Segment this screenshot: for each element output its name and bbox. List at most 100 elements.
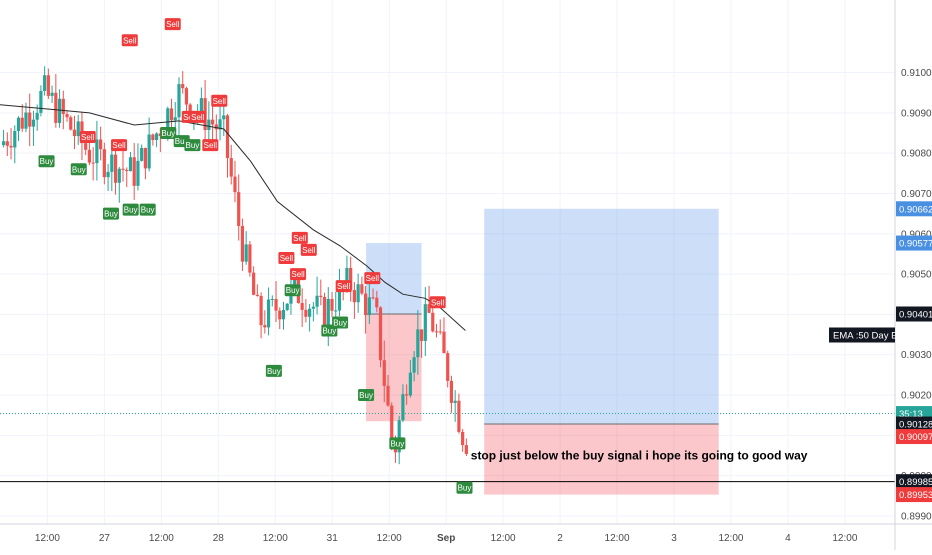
- candle: [266, 287, 271, 336]
- buy-signal: Buy: [284, 284, 301, 297]
- sell-signal: Sell: [300, 243, 317, 256]
- candle: [259, 292, 263, 339]
- candle: [461, 428, 465, 452]
- signal-markers: SellSellSellSellSellSellSellSellBuyBuyBu…: [38, 18, 473, 494]
- candle: [28, 93, 32, 147]
- position-stop-zone[interactable]: [484, 424, 719, 495]
- candle: [177, 77, 181, 137]
- candle: [382, 340, 386, 403]
- sell-signal: Sell: [164, 18, 181, 31]
- time-tick-label: 4: [785, 533, 791, 544]
- candle: [140, 144, 144, 162]
- candle: [375, 290, 379, 313]
- position-target-zone[interactable]: [484, 208, 719, 425]
- sell-signal: Sell: [111, 139, 128, 152]
- candle: [225, 113, 230, 178]
- signal-label: Buy: [175, 137, 189, 146]
- candle: [405, 384, 409, 405]
- candle: [233, 160, 237, 203]
- signal-label: Sell: [366, 274, 380, 283]
- price-badge-label: 0.89985: [899, 477, 932, 488]
- candle: [169, 98, 174, 129]
- price-badge-label: 35:13: [899, 409, 923, 420]
- signal-label: Buy: [286, 286, 300, 295]
- position-stop-zone[interactable]: [366, 313, 422, 422]
- candle: [416, 310, 420, 375]
- price-badge-label: 0.90401: [899, 309, 932, 320]
- sell-signal: Sell: [429, 296, 446, 309]
- price-badge: 0.90401: [896, 306, 932, 322]
- long-position-1[interactable]: [484, 208, 719, 495]
- candlesticks: [1, 66, 468, 465]
- candle: [363, 285, 368, 334]
- time-tick-label: 12:00: [149, 533, 174, 544]
- buy-signal: Buy: [184, 139, 201, 152]
- sell-signal: Sell: [189, 110, 206, 123]
- price-badge: 0.89953: [896, 487, 932, 503]
- sell-signal: Sell: [79, 131, 96, 144]
- sell-signal: Sell: [202, 139, 219, 152]
- signal-label: Sell: [191, 113, 205, 122]
- time-tick-label: 12:00: [377, 533, 402, 544]
- time-tick-label: 12:00: [718, 533, 743, 544]
- candle: [237, 174, 241, 241]
- buy-signal: Buy: [389, 437, 406, 450]
- ema-line[interactable]: [0, 104, 466, 331]
- candle: [173, 102, 177, 130]
- candle: [419, 329, 424, 358]
- buy-signal: Buy: [332, 316, 349, 329]
- signal-label: Buy: [141, 206, 155, 215]
- buy-signal: Buy: [70, 163, 87, 176]
- candle: [121, 151, 125, 182]
- candle: [464, 438, 468, 457]
- sell-signal: Sell: [290, 268, 307, 281]
- candle: [91, 147, 95, 181]
- candle: [367, 278, 371, 325]
- candle: [315, 276, 319, 315]
- candle: [95, 120, 99, 181]
- sell-signal: Sell: [364, 272, 381, 285]
- candle: [240, 218, 245, 272]
- candle: [46, 68, 50, 99]
- buy-signal: Buy: [122, 203, 139, 216]
- candle: [181, 71, 185, 94]
- candle: [39, 85, 43, 117]
- price-badge-label: 0.90577: [899, 239, 932, 250]
- candle: [252, 266, 256, 296]
- candle: [255, 284, 259, 297]
- candle: [128, 151, 133, 172]
- candle: [371, 288, 375, 300]
- time-axis[interactable]: 12:00 27 12:00 28 12:00 31 12:00 Sep 12:00 2 12:00…: [0, 523, 932, 544]
- buy-signal: Buy: [265, 364, 282, 377]
- chart-annotation[interactable]: stop just below the buy signal i hope it…: [471, 449, 808, 463]
- signal-label: Sell: [280, 254, 294, 263]
- position-tools[interactable]: [366, 208, 719, 495]
- candle: [31, 110, 36, 146]
- price-badge: 0.90662: [896, 201, 932, 217]
- long-position-2[interactable]: [366, 243, 422, 422]
- candle: [132, 142, 136, 200]
- price-badge-label: 0.90128: [899, 420, 932, 431]
- signal-label: Buy: [72, 165, 86, 174]
- candle: [136, 143, 140, 191]
- signal-label: Sell: [291, 270, 305, 279]
- candle: [248, 241, 252, 277]
- candle: [20, 104, 24, 132]
- horizontal-lines[interactable]: [0, 413, 895, 483]
- candle: [43, 66, 47, 96]
- candle: [274, 280, 278, 323]
- candle: [244, 231, 248, 265]
- time-tick-label: Sep: [437, 533, 455, 544]
- time-tick-label: 12:00: [491, 533, 516, 544]
- candle: [386, 374, 390, 407]
- candle: [360, 276, 364, 296]
- candle: [143, 147, 148, 180]
- candle: [378, 306, 383, 368]
- candle: [270, 295, 274, 307]
